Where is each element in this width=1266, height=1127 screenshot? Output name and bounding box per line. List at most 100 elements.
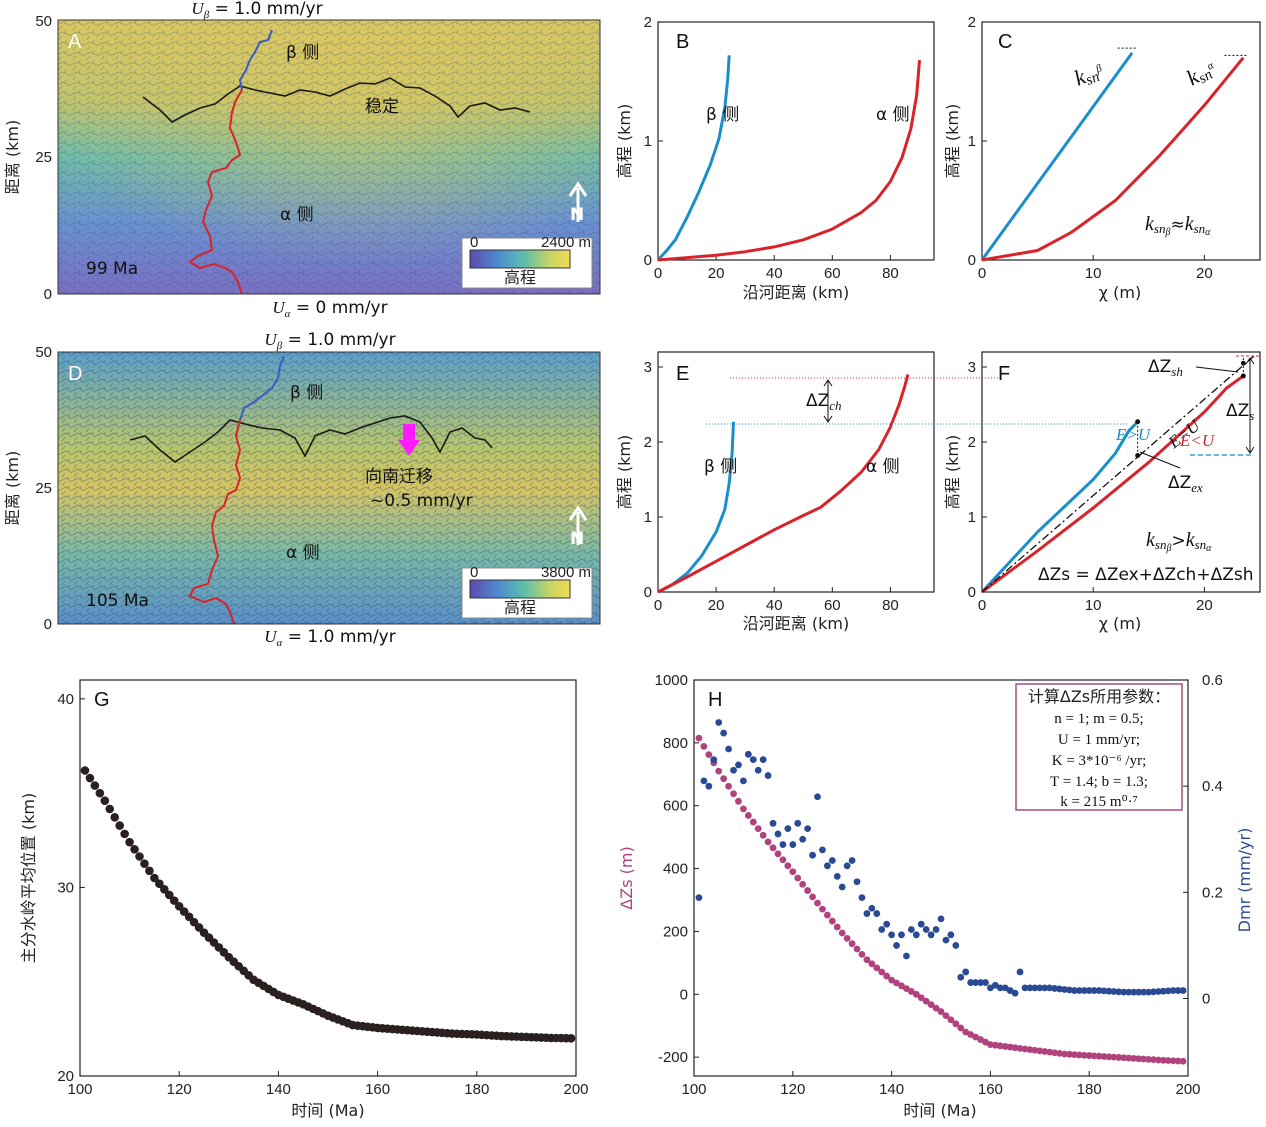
data-point: [120, 829, 129, 839]
colorbar-d: 0 3800 m 高程: [461, 564, 593, 619]
dzs-point: [1115, 1054, 1123, 1061]
xlabel-g: 时间 (Ma): [291, 1101, 364, 1120]
dzs-point: [1031, 1046, 1039, 1054]
dmr-point: [853, 878, 861, 886]
param-line: k = 215 m⁰·⁷: [1060, 794, 1138, 810]
alpha-side-d: α 侧: [286, 543, 320, 563]
data-point: [140, 859, 149, 868]
param-line: T = 1.4; b = 1.3;: [1050, 774, 1148, 790]
dmr-point: [784, 825, 792, 833]
param-title: 计算ΔZs所用参数：: [1028, 687, 1170, 706]
xlabel-b: 沿河距离 (km): [743, 283, 849, 302]
series-line-beta: [657, 421, 735, 594]
series-line-e-eq-u: [981, 355, 1255, 593]
xlabel-f: χ (m): [1099, 614, 1141, 633]
dmr-point: [843, 862, 851, 870]
colorbar-max-a: 2400 m: [541, 234, 591, 251]
dzs-point: [1075, 1051, 1083, 1059]
series-line-α: [981, 374, 1245, 594]
y-tick-label: 400: [663, 861, 688, 878]
dzs-point: [814, 899, 821, 907]
dmr-point: [903, 952, 910, 960]
x-tick-label: 80: [882, 265, 899, 282]
dmr-point: [1120, 988, 1128, 996]
dmr-point: [1075, 987, 1083, 994]
alpha-label-b: α 侧: [876, 105, 910, 125]
migration-label: 向南迁移: [365, 467, 433, 487]
dzs-point: [700, 742, 708, 750]
dzex-label: ΔZex: [1168, 473, 1203, 495]
dzs-point: [907, 988, 915, 995]
dmr-point: [789, 841, 797, 848]
dzs-point: [1080, 1051, 1088, 1059]
y-tick-label: 1: [968, 133, 976, 150]
data-point: [100, 796, 110, 805]
dzs-point: [1070, 1051, 1078, 1059]
dzs-point: [1061, 1050, 1068, 1058]
dzs-point: [764, 838, 772, 846]
series-line-β: [980, 420, 1139, 594]
y-tick-label: 3: [968, 359, 976, 376]
river-red-a: [188, 89, 243, 295]
dmr-point: [819, 846, 826, 854]
x-tick-label: 80: [882, 597, 899, 614]
x-tick-label: 20: [1196, 265, 1213, 282]
x-tick-label: 10: [1085, 265, 1102, 282]
dzs-point: [828, 917, 836, 925]
series-line-α: [981, 56, 1245, 262]
x-tick-label: 20: [708, 265, 725, 282]
y-tick-label: 2: [968, 14, 976, 31]
dzs-point: [912, 990, 920, 998]
xlabel-e: 沿河距离 (km): [743, 614, 849, 633]
dmr-point: [779, 841, 787, 848]
dzs-point: [1001, 1043, 1009, 1050]
dzs-point: [848, 940, 856, 948]
param-line: U = 1 mm/yr;: [1058, 732, 1140, 748]
y-tick-label: 0: [1202, 990, 1210, 1007]
colorbar-max-d: 3800 m: [541, 564, 591, 581]
colorbar-min-a: 0: [470, 234, 478, 251]
dmr-point: [1159, 987, 1167, 995]
dzs-point: [749, 818, 757, 826]
beta-label-e: β 侧: [704, 457, 737, 477]
ylabel-e: 高程 (km): [615, 435, 634, 509]
dmr-point: [1016, 968, 1024, 976]
dmr-point: [700, 777, 708, 785]
dzs-point: [878, 968, 886, 976]
dmr-point: [927, 931, 935, 939]
dmr-point: [1140, 988, 1147, 996]
map-a-ytick: 0: [44, 286, 52, 303]
plot-f-marks: 0 10 20 0 1 2 3: [968, 355, 1255, 614]
dzs-point: [922, 997, 930, 1005]
dzs-point: [1006, 1043, 1014, 1051]
dzs-point: [1105, 1053, 1113, 1061]
dmr-point: [947, 931, 955, 939]
dzs-point: [1135, 1055, 1142, 1063]
dzs-point: [1021, 1045, 1029, 1053]
y-tick-label: 2: [644, 434, 652, 451]
dmr-point: [977, 979, 984, 986]
dzs-point: [937, 1008, 945, 1015]
e-gt-u-label: E>U: [1115, 425, 1152, 444]
y-tick-label: -200: [658, 1049, 688, 1066]
map-d-ytick: 50: [35, 344, 52, 361]
y-tick-label: 1: [644, 133, 652, 150]
dmr-point: [1070, 987, 1078, 994]
dzs-point: [1100, 1053, 1108, 1060]
dzs-point: [794, 874, 802, 882]
dzs-point: [932, 1004, 940, 1012]
dmr-point: [1046, 984, 1054, 992]
dmr-point: [878, 926, 886, 933]
dmr-point: [1095, 987, 1103, 994]
x-tick-label: 60: [824, 265, 841, 282]
dzs-point: [774, 850, 782, 858]
dmr-point: [1066, 986, 1073, 994]
panel-label-c: C: [998, 31, 1012, 53]
dmr-point: [735, 761, 742, 769]
dmr-point: [814, 793, 821, 801]
dmr-point: [823, 862, 831, 870]
series-line-β: [980, 52, 1134, 261]
dzs-point: [1179, 1057, 1187, 1065]
dmr-point: [1164, 987, 1172, 995]
panel-label-b: B: [676, 31, 689, 53]
